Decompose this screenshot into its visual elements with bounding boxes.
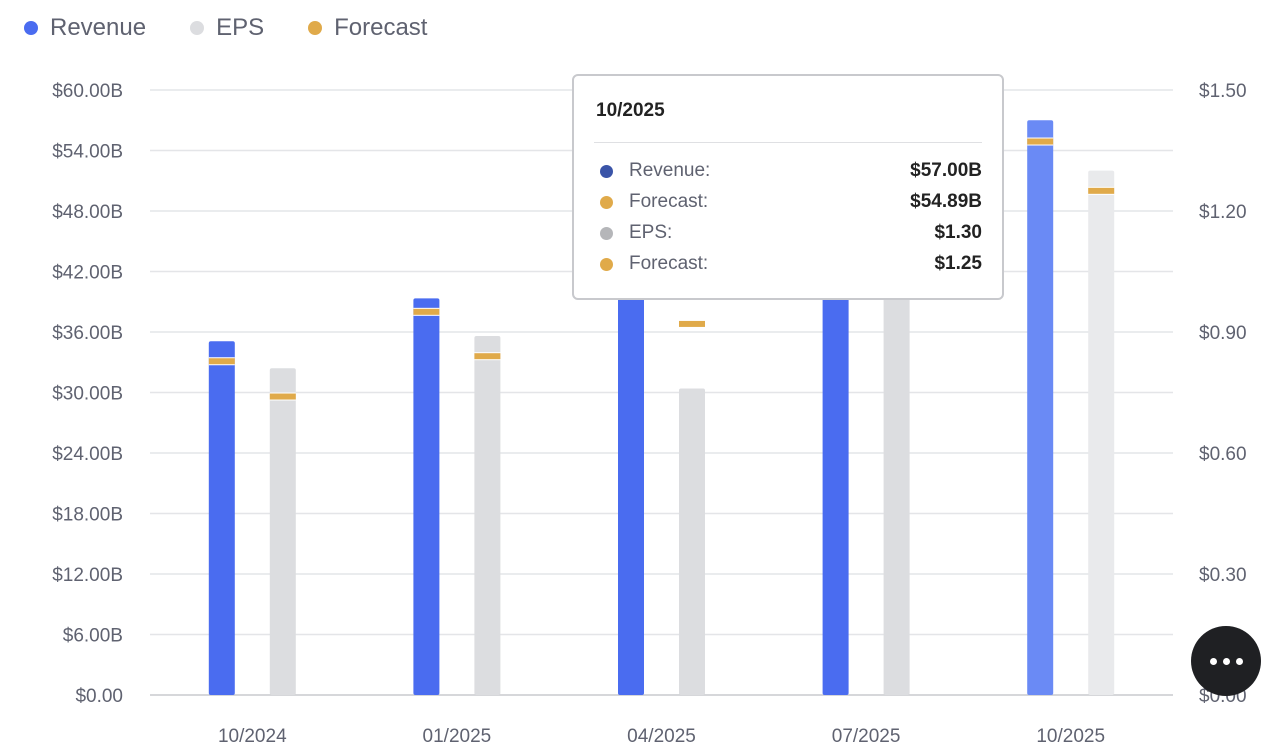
revenue-forecast-marker: [413, 308, 440, 315]
revenue-forecast-marker: [1027, 138, 1054, 145]
tooltip-title: 10/2025: [596, 100, 665, 121]
x-axis-tick-label: 01/2025: [423, 726, 492, 747]
legend-item-eps[interactable]: EPS: [190, 14, 264, 42]
tooltip-value: $54.89B: [910, 191, 982, 212]
right-axis-tick-label: $1.20: [1199, 202, 1247, 223]
tooltip-row-eps-forecast: Forecast: $1.25: [600, 251, 982, 277]
tooltip-dot-forecast: [600, 257, 613, 271]
left-axis-tick-label: $42.00B: [52, 263, 123, 284]
chart-legend: Revenue EPS Forecast: [24, 14, 427, 42]
tooltip-row-revenue: Revenue: $57.00B: [600, 158, 982, 184]
left-axis-tick-label: $6.00B: [63, 626, 123, 647]
right-axis-tick-label: $1.50: [1199, 81, 1247, 102]
legend-item-revenue[interactable]: Revenue: [24, 14, 146, 42]
tooltip-value: $57.00B: [910, 160, 982, 181]
left-axis-tick-label: $24.00B: [52, 444, 123, 465]
tooltip-label: EPS:: [629, 222, 673, 243]
tooltip-row-revenue-forecast: Forecast: $54.89B: [600, 189, 982, 215]
legend-label-forecast: Forecast: [334, 14, 428, 41]
eps-bar: [1088, 170, 1115, 695]
eps-forecast-marker: [1088, 187, 1115, 194]
left-axis-tick-label: $36.00B: [52, 323, 123, 344]
more-options-button[interactable]: [1191, 626, 1261, 696]
right-axis-tick-label: $0.60: [1199, 444, 1247, 465]
tooltip-label: Forecast:: [629, 253, 709, 274]
more-horizontal-icon: [1209, 657, 1217, 665]
legend-label-eps: EPS: [216, 14, 265, 41]
x-axis-tick-label: 04/2025: [627, 726, 696, 747]
left-axis-tick-label: $12.00B: [52, 565, 123, 586]
tooltip-value: $1.25: [934, 253, 982, 274]
revenue-bar: [1027, 120, 1054, 695]
legend-dot-eps: [190, 21, 205, 35]
chart-tooltip: 10/2025 Revenue: $57.00B Forecast: $54.8…: [572, 74, 1004, 300]
eps-forecast-marker: [474, 353, 501, 360]
revenue-bar: [618, 250, 644, 695]
left-axis-tick-label: $48.00B: [52, 202, 123, 223]
legend-dot-revenue: [24, 21, 38, 35]
left-axis-tick-label: $30.00B: [52, 384, 123, 405]
x-axis-tick-label: 10/2024: [218, 726, 287, 747]
revenue-bar: [208, 341, 235, 695]
x-axis-tick-label: 10/2025: [1036, 726, 1105, 747]
tooltip-label: Forecast:: [629, 191, 709, 212]
tooltip-dot-forecast: [600, 195, 613, 209]
eps-bar: [883, 271, 910, 695]
eps-bar: [269, 368, 296, 695]
right-axis-tick-label: $0.90: [1199, 323, 1247, 344]
legend-item-forecast[interactable]: Forecast: [308, 14, 427, 42]
left-axis-tick-label: $60.00B: [52, 81, 123, 102]
left-axis-tick-label: $18.00B: [52, 505, 123, 526]
eps-forecast-marker: [269, 393, 296, 400]
revenue-forecast-marker: [208, 358, 235, 365]
revenue-bar: [413, 298, 440, 695]
eps-forecast-marker: [679, 320, 705, 327]
tooltip-row-eps: EPS: $1.30: [600, 220, 982, 246]
tooltip-dot-revenue: [600, 164, 613, 178]
left-axis-tick-label: $54.00B: [52, 142, 123, 163]
legend-label-revenue: Revenue: [50, 14, 147, 41]
eps-bar: [679, 388, 705, 695]
left-axis-tick-label: $0.00: [75, 686, 123, 707]
eps-bar: [474, 336, 501, 695]
revenue-bar: [822, 223, 849, 695]
more-horizontal-icon: [1222, 657, 1230, 665]
tooltip-dot-eps: [600, 226, 613, 240]
more-horizontal-icon: [1235, 657, 1243, 665]
x-axis-tick-label: 07/2025: [832, 726, 901, 747]
tooltip-label: Revenue:: [629, 160, 711, 181]
right-axis-tick-label: $0.30: [1199, 565, 1247, 586]
tooltip-divider: [594, 142, 982, 143]
tooltip-value: $1.30: [934, 222, 982, 243]
legend-dot-forecast: [308, 21, 323, 35]
